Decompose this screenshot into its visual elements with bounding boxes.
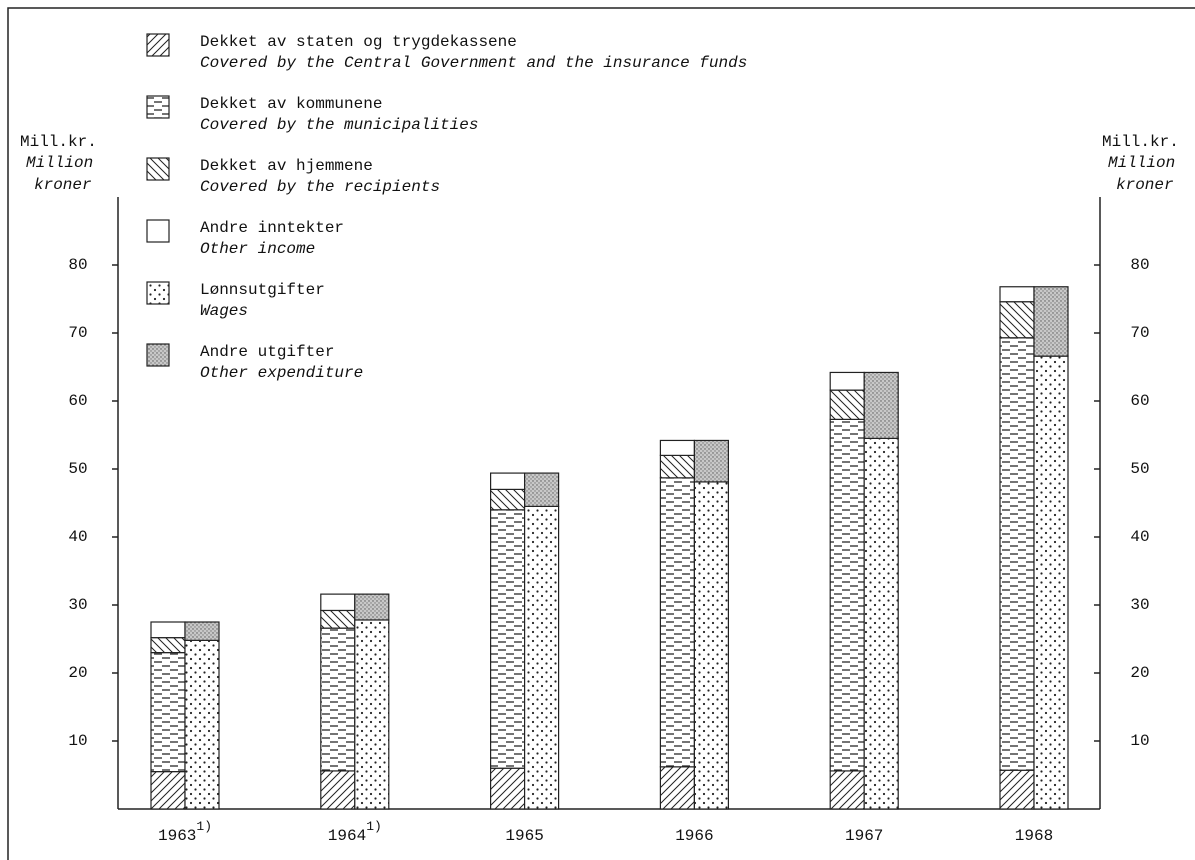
bar-segment [693,481,730,810]
y-tick-label: 60 [68,392,87,410]
bar-segment [693,439,730,483]
bar-segment [1033,355,1069,810]
bar-segment [999,301,1035,339]
legend-swatch [146,219,170,243]
bar-segment [490,472,526,490]
bar-segment [659,439,696,457]
bar-segment [150,621,186,639]
bar-segment [320,770,356,810]
x-tick-label: 19641) [328,819,382,845]
legend-label: Dekket av kommunene [200,95,382,113]
y-tick-label: 50 [68,460,87,478]
y2-tick-label: 60 [1130,392,1149,410]
bar-segment [523,472,560,507]
bar-segment [150,770,186,810]
legend-label: Lønnsutgifter [200,281,325,299]
legend-label-en: Covered by the Central Government and th… [200,54,747,72]
bar-segment [829,418,865,772]
y-label-en: kroner [34,176,92,194]
y2-tick-label: 10 [1130,732,1149,750]
y2-label-en: Million [1108,154,1175,172]
y-tick-label: 70 [68,324,87,342]
category-note: 1) [366,819,382,834]
y2-tick-label: 30 [1130,596,1149,614]
y2-tick-label: 50 [1130,460,1149,478]
legend-swatch [146,281,170,305]
bar-segment [829,389,865,420]
legend-label-en: Other income [200,240,315,258]
bar-segment [354,619,390,810]
legend-swatch [146,95,170,119]
y2-tick-label: 20 [1130,664,1149,682]
legend-swatch [146,343,170,367]
legend-label: Andre utgifter [200,343,334,361]
bar-segment [863,437,899,810]
bar-segment [863,371,899,440]
bar-segment [184,621,220,641]
bar-segment [490,767,526,810]
category: 1964 [328,827,366,845]
legend-swatch [146,33,170,57]
bar-segment [354,593,390,621]
bar-segment [490,509,526,769]
category: 1966 [675,827,713,845]
x-tick-label: 1966 [675,827,713,845]
category: 1963 [158,827,196,845]
legend-label: Dekket av hjemmene [200,157,373,175]
legend-label-en: Other expenditure [200,364,363,382]
bar-segment [999,769,1035,810]
bar-segment [320,627,356,772]
x-tick-label: 19631) [158,819,212,845]
y-tick-label: 10 [68,732,87,750]
y-tick-label: 20 [68,664,87,682]
y2-tick-label: 80 [1130,256,1149,274]
bar-segment [1033,286,1069,357]
category: 1967 [845,827,883,845]
y2-tick-label: 70 [1130,324,1149,342]
legend-label: Dekket av staten og trygdekassene [200,33,517,51]
bar-segment [150,637,186,654]
y-tick-label: 40 [68,528,87,546]
legend-label-en: Covered by the recipients [200,178,440,196]
bar-segment [659,454,696,479]
frame [7,7,1195,860]
y2-label-en: kroner [1116,176,1174,194]
y-tick-label: 80 [68,256,87,274]
y2-tick-label: 40 [1130,528,1149,546]
x-tick-label: 1967 [845,827,883,845]
bar-segment [320,593,356,612]
bar-segment [829,371,865,391]
x-tick-label: 1968 [1015,827,1053,845]
bar-segment [320,609,356,629]
bar-segment [659,477,696,768]
legend-label: Andre inntekter [200,219,344,237]
y-label-en: Million [26,154,93,172]
bar-segment [999,286,1035,303]
category: 1968 [1015,827,1053,845]
legend-swatch [146,157,170,181]
legend-label-en: Wages [200,302,248,320]
bar-segment [150,651,186,773]
bar-segment [184,639,220,810]
category: 1965 [505,827,543,845]
y2-label: Mill.kr. [1102,133,1179,151]
legend-label-en: Covered by the municipalities [200,116,478,134]
bar-segment [659,766,696,810]
bar-segment [829,770,865,810]
bar-segment [523,505,560,810]
bar-segment [490,488,526,511]
bar-segment [999,337,1035,771]
x-tick-label: 1965 [505,827,543,845]
y-tick-label: 30 [68,596,87,614]
y-label: Mill.kr. [20,133,97,151]
category-note: 1) [196,819,212,834]
